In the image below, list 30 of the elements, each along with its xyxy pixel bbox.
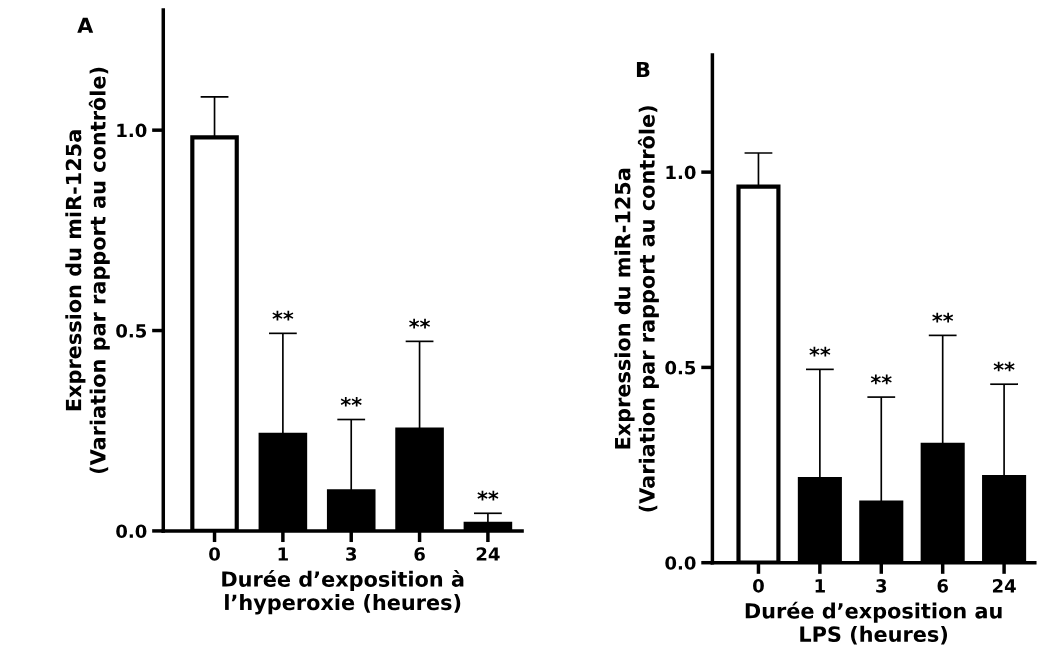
y-tick-label: 0.5 <box>116 324 147 338</box>
annotation: ** <box>870 374 892 385</box>
x-tick-label: 1 <box>278 547 288 561</box>
y-tick-label: 0.5 <box>665 360 696 375</box>
x-tick-label: 24 <box>476 547 500 561</box>
annotation: ** <box>340 396 362 407</box>
annotation: ** <box>477 490 499 501</box>
y-tick-label: 0.0 <box>116 524 147 539</box>
x-tick-label: 0 <box>753 578 764 593</box>
x-axis-title: Durée d’exposition à l’hyperoxie (heures) <box>222 569 464 615</box>
x-tick-label: 6 <box>414 547 425 561</box>
x-axis-title: Durée d’exposition au LPS (heures) <box>745 601 1002 645</box>
y-tick-label: 0.0 <box>665 556 696 570</box>
x-tick-label: 6 <box>937 579 948 593</box>
annotation: ** <box>932 312 954 323</box>
x-tick-label: 1 <box>815 579 825 593</box>
y-tick-label: 1.0 <box>666 165 696 180</box>
chart-title: B <box>636 61 650 78</box>
x-tick-label: 3 <box>876 578 887 593</box>
annotation: ** <box>272 310 294 321</box>
y-axis-title: Expression du miR-125a (Variation par rapport au contrôle) <box>614 106 659 512</box>
annotation: ** <box>409 318 431 329</box>
annotation: ** <box>809 346 831 357</box>
y-tick-label: 1.0 <box>117 123 147 138</box>
x-tick-label: 24 <box>992 578 1016 593</box>
x-tick-label: 3 <box>346 547 357 561</box>
x-tick-label: 0 <box>209 547 220 561</box>
y-axis-title: Expression du miR-125a (Variation par rapport au contrôle) <box>65 67 110 474</box>
annotation: ** <box>993 361 1015 372</box>
chart-title: A <box>77 17 94 33</box>
